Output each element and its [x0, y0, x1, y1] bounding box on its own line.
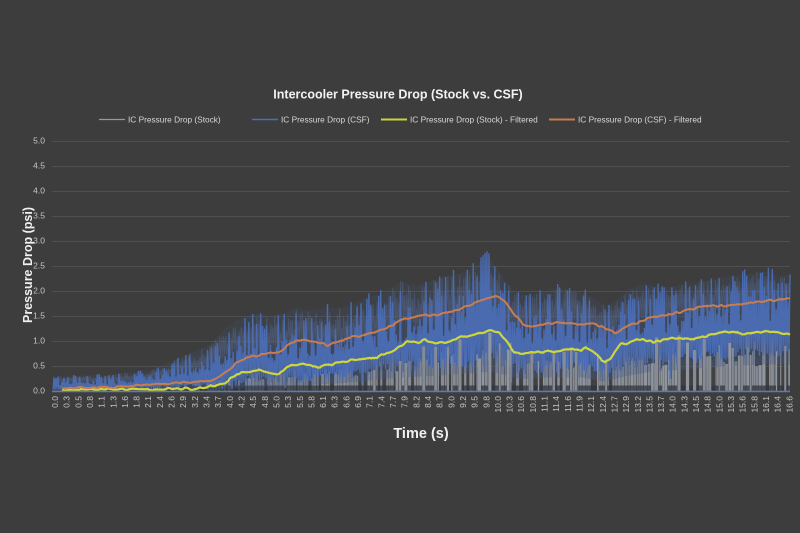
svg-text:10.0: 10.0 [493, 396, 503, 413]
svg-text:12.7: 12.7 [609, 396, 619, 413]
svg-text:16.6: 16.6 [784, 396, 794, 413]
svg-text:5.0: 5.0 [33, 135, 45, 145]
svg-text:16.1: 16.1 [761, 396, 771, 413]
svg-text:1.0: 1.0 [33, 335, 45, 345]
svg-text:6.1: 6.1 [318, 396, 328, 408]
svg-text:11.6: 11.6 [563, 396, 573, 412]
svg-text:5.3: 5.3 [283, 396, 293, 408]
svg-text:11.1: 11.1 [539, 396, 549, 412]
svg-text:0.5: 0.5 [73, 396, 83, 408]
svg-text:6.3: 6.3 [330, 396, 340, 408]
svg-text:4.5: 4.5 [33, 160, 45, 170]
svg-text:9.5: 9.5 [470, 396, 480, 408]
svg-text:14.3: 14.3 [679, 396, 689, 413]
svg-text:0.5: 0.5 [33, 360, 45, 370]
svg-text:3.2: 3.2 [190, 396, 200, 408]
svg-text:5.0: 5.0 [271, 396, 281, 408]
svg-text:2.5: 2.5 [33, 260, 45, 270]
svg-text:3.5: 3.5 [33, 210, 45, 220]
svg-text:12.1: 12.1 [586, 396, 596, 413]
svg-text:2.1: 2.1 [143, 396, 153, 408]
svg-text:1.3: 1.3 [108, 396, 118, 408]
svg-text:14.0: 14.0 [668, 396, 678, 413]
svg-text:14.5: 14.5 [691, 396, 701, 413]
svg-text:3.4: 3.4 [201, 396, 211, 408]
svg-text:6.9: 6.9 [353, 396, 363, 408]
svg-text:7.9: 7.9 [400, 396, 410, 408]
svg-text:3.0: 3.0 [33, 235, 45, 245]
svg-text:0.3: 0.3 [62, 396, 72, 408]
svg-text:10.8: 10.8 [528, 396, 538, 413]
svg-text:1.5: 1.5 [33, 310, 45, 320]
svg-text:IC Pressure Drop (Stock) - Fil: IC Pressure Drop (Stock) - Filtered [410, 115, 538, 125]
svg-text:13.7: 13.7 [656, 396, 666, 413]
svg-text:0.8: 0.8 [85, 396, 95, 408]
svg-text:8.2: 8.2 [411, 396, 421, 408]
svg-text:1.1: 1.1 [97, 396, 107, 408]
svg-text:4.0: 4.0 [33, 185, 45, 195]
svg-text:7.4: 7.4 [376, 396, 386, 408]
svg-text:13.2: 13.2 [633, 396, 643, 413]
svg-text:6.6: 6.6 [341, 396, 351, 408]
svg-text:12.4: 12.4 [598, 396, 608, 413]
svg-text:9.0: 9.0 [446, 396, 456, 408]
svg-text:4.0: 4.0 [225, 396, 235, 408]
svg-text:Time (s): Time (s) [393, 426, 449, 442]
svg-text:9.8: 9.8 [481, 396, 491, 408]
svg-text:15.0: 15.0 [714, 396, 724, 413]
svg-text:2.9: 2.9 [178, 396, 188, 408]
svg-text:12.9: 12.9 [621, 396, 631, 413]
svg-text:IC Pressure Drop (CSF): IC Pressure Drop (CSF) [281, 115, 370, 125]
svg-text:5.5: 5.5 [295, 396, 305, 408]
svg-text:15.8: 15.8 [749, 396, 759, 413]
svg-text:14.8: 14.8 [703, 396, 713, 413]
svg-text:2.6: 2.6 [167, 396, 177, 408]
svg-text:3.7: 3.7 [213, 396, 223, 408]
svg-text:15.3: 15.3 [726, 396, 736, 413]
svg-text:5.8: 5.8 [306, 396, 316, 408]
svg-text:11.4: 11.4 [551, 396, 561, 412]
svg-text:1.8: 1.8 [132, 396, 142, 408]
svg-text:9.2: 9.2 [458, 396, 468, 408]
svg-text:1.6: 1.6 [120, 396, 130, 408]
svg-text:Intercooler Pressure Drop (Sto: Intercooler Pressure Drop (Stock vs. CSF… [273, 88, 522, 102]
svg-text:IC Pressure Drop (Stock): IC Pressure Drop (Stock) [128, 115, 221, 125]
svg-text:8.4: 8.4 [423, 396, 433, 408]
svg-text:13.5: 13.5 [644, 396, 654, 413]
svg-text:0.0: 0.0 [33, 385, 45, 395]
svg-text:4.2: 4.2 [236, 396, 246, 408]
svg-text:7.7: 7.7 [388, 396, 398, 408]
svg-text:4.5: 4.5 [248, 396, 258, 408]
svg-text:4.8: 4.8 [260, 396, 270, 408]
svg-text:15.6: 15.6 [738, 396, 748, 413]
svg-text:IC Pressure Drop (CSF) - Filte: IC Pressure Drop (CSF) - Filtered [578, 115, 702, 125]
svg-text:2.4: 2.4 [155, 396, 165, 408]
svg-text:Pressure Drop (psi): Pressure Drop (psi) [21, 207, 35, 323]
svg-text:11.9: 11.9 [574, 396, 584, 412]
svg-text:10.6: 10.6 [516, 396, 526, 413]
svg-text:10.3: 10.3 [505, 396, 515, 413]
svg-text:2.0: 2.0 [33, 285, 45, 295]
svg-text:0.0: 0.0 [50, 396, 60, 408]
svg-text:16.4: 16.4 [773, 396, 783, 413]
svg-text:8.7: 8.7 [435, 396, 445, 408]
svg-text:7.1: 7.1 [365, 396, 375, 408]
